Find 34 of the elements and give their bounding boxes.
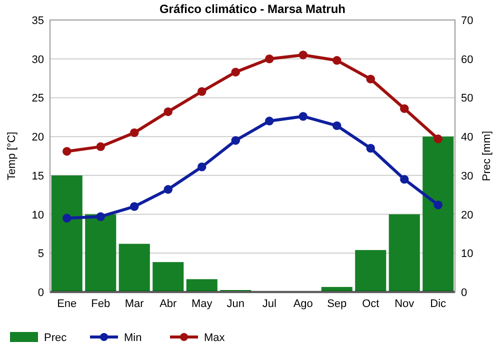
y-tick-label: 10 (32, 209, 44, 222)
y2-tick-label: 50 (461, 92, 474, 105)
x-tick-label: Jul (262, 298, 276, 310)
y2-tick-label: 20 (461, 209, 474, 222)
x-tick-label: Sep (327, 298, 347, 310)
x-tick-label: Ene (57, 298, 77, 310)
x-tick-label: Dic (430, 298, 447, 310)
y2-tick-label: 10 (461, 248, 474, 260)
legend-label: Min (124, 332, 142, 344)
y-tick-label: 5 (38, 248, 44, 260)
y-tick-label: 25 (32, 92, 44, 105)
y-tick-label: 35 (32, 15, 44, 27)
y2-axis-title: Prec [mm] (481, 130, 493, 182)
y-tick-label: 15 (32, 170, 44, 182)
chart-title: Gráfico climático - Marsa Matruh (159, 2, 346, 16)
x-tick-label: Abr (160, 298, 178, 310)
y2-tick-label: 30 (461, 170, 474, 182)
legend-label: Max (204, 332, 226, 344)
x-tick-label: Nov (394, 298, 415, 310)
y2-tick-label: 0 (461, 287, 468, 299)
x-tick-label: Jun (226, 298, 244, 310)
x-tick-label: Feb (91, 298, 110, 310)
x-tick-label: Mar (124, 298, 144, 310)
y-tick-label: 0 (38, 287, 44, 299)
x-tick-label: Oct (362, 298, 380, 310)
y-axis-title: Temp [°C] (6, 132, 18, 180)
y2-tick-label: 70 (461, 15, 474, 27)
legend-label: Prec (44, 332, 68, 344)
y-tick-label: 30 (32, 54, 44, 66)
x-tick-label: May (191, 298, 213, 310)
y2-tick-label: 60 (461, 54, 474, 66)
y-tick-label: 20 (32, 132, 44, 144)
x-tick-label: Ago (293, 298, 313, 310)
y2-tick-label: 40 (461, 132, 474, 144)
